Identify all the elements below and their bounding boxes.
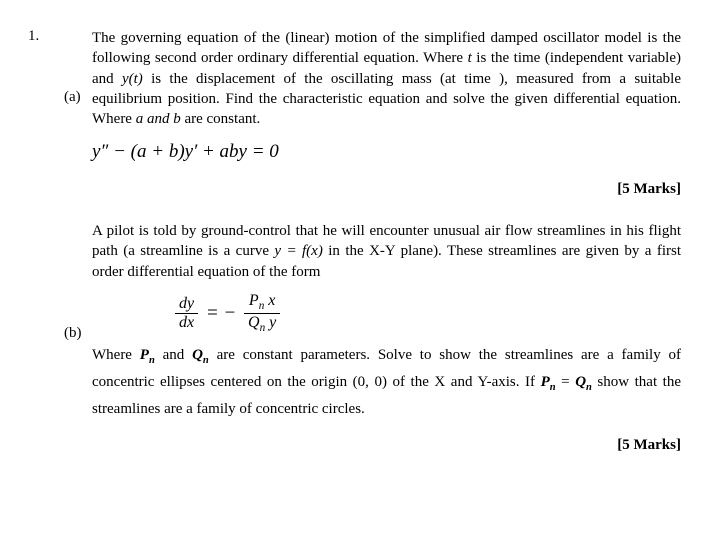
a-sym: a	[136, 111, 144, 127]
para-a-text1c: is the displacement of the oscillating m…	[92, 71, 681, 128]
Q-sym2: Q	[575, 374, 586, 390]
page: 1. (a) The governing equation of the (li…	[0, 0, 719, 475]
part-b: (b) A pilot is told by ground-control th…	[28, 221, 681, 455]
part-a-content: The governing equation of the (linear) m…	[92, 28, 681, 199]
n-sub4: n	[586, 382, 592, 393]
part-a: 1. (a) The governing equation of the (li…	[28, 28, 681, 199]
Pn: P	[249, 292, 259, 309]
eq-sign: =	[561, 374, 575, 390]
part-b-label: (b)	[64, 325, 82, 342]
question-number: 1.	[28, 28, 64, 45]
part-a-equation: y″ − (a + b)y′ + aby = 0	[92, 139, 681, 165]
para-a-text1d: are constant.	[184, 111, 260, 127]
eq-sign-neg: = −	[206, 303, 241, 324]
n-sub1: n	[149, 355, 155, 366]
n-sub3: n	[550, 382, 556, 393]
P-sym: P	[140, 347, 149, 363]
and-word: and	[147, 111, 173, 127]
t-symbol: t	[468, 50, 472, 66]
part-b-marks: [5 Marks]	[92, 435, 681, 455]
n-sub2: n	[203, 355, 209, 366]
part-b-equation: dy dx = − Pn x Qn y	[92, 292, 681, 335]
dy: dy	[175, 295, 198, 314]
Pn-sub: n	[259, 300, 265, 312]
x-sym: x	[268, 292, 275, 309]
Qn-sub: n	[260, 322, 266, 334]
pb-p2a: Where	[92, 347, 140, 363]
y-of-t: y(t)	[122, 71, 143, 87]
part-b-content: A pilot is told by ground-control that h…	[92, 221, 681, 455]
part-a-para: The governing equation of the (linear) m…	[92, 28, 681, 129]
y-sym: y	[269, 314, 276, 331]
frac-pn-qn: Pn x Qn y	[244, 292, 280, 335]
dx: dx	[175, 314, 198, 332]
P-sym2: P	[541, 374, 550, 390]
frac-dy-dx: dy dx	[175, 295, 198, 333]
part-b-para1: A pilot is told by ground-control that h…	[92, 221, 681, 282]
pb-p2b: and	[163, 347, 192, 363]
part-a-marks: [5 Marks]	[92, 179, 681, 199]
Qn: Q	[248, 314, 260, 331]
b-sym: b	[173, 111, 181, 127]
y-eq-fx: y = f(x)	[274, 243, 322, 259]
qn-y: Qn y	[244, 314, 280, 335]
Q-sym: Q	[192, 347, 203, 363]
pn-x: Pn x	[244, 292, 280, 314]
part-a-label: (a)	[64, 89, 81, 106]
part-b-para2: Where Pn and Qn are constant parameters.…	[92, 343, 681, 421]
